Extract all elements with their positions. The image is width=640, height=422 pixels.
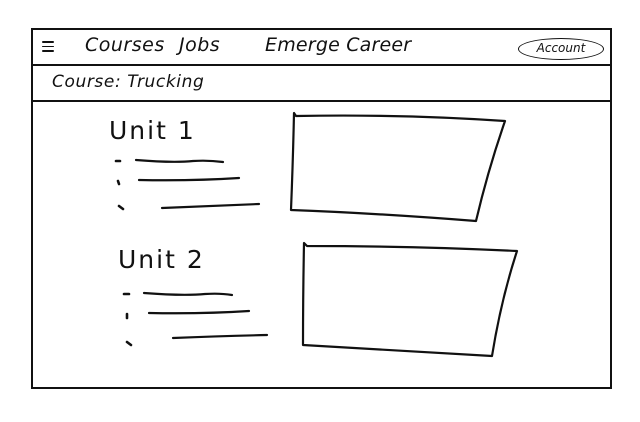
- brand-logo-text: Emerge Career: [265, 34, 412, 56]
- course-title: Course: Trucking: [52, 72, 205, 92]
- lesson-placeholder-line: [147, 309, 251, 315]
- unit-2-media-placeholder[interactable]: [301, 241, 519, 358]
- app-window: Courses Jobs Emerge Career Account Cours…: [31, 28, 612, 389]
- lesson-placeholder-line: [134, 158, 225, 164]
- course-header-bar: Course: Trucking: [33, 66, 610, 102]
- lesson-placeholder-line: [160, 202, 261, 210]
- unit-1-media-placeholder[interactable]: [289, 111, 507, 223]
- unit-2-lesson-item[interactable]: [122, 291, 234, 297]
- list-bullet-icon: [116, 179, 121, 186]
- lesson-placeholder-line: [142, 291, 234, 297]
- unit-2-title: Unit 2: [118, 245, 205, 274]
- account-button[interactable]: Account: [518, 38, 604, 60]
- nav-link-jobs[interactable]: Jobs: [179, 34, 221, 56]
- top-navigation-bar: Courses Jobs Emerge Career Account: [33, 30, 610, 66]
- unit-1-lesson-item[interactable]: [117, 202, 261, 211]
- list-bullet-icon: [117, 204, 125, 211]
- hamburger-menu-icon[interactable]: [42, 41, 54, 53]
- lesson-placeholder-line: [171, 333, 269, 340]
- lesson-placeholder-line: [137, 176, 241, 182]
- unit-2-lesson-item[interactable]: [125, 333, 269, 347]
- list-bullet-icon: [125, 340, 133, 347]
- unit-1-lesson-item[interactable]: [116, 176, 241, 186]
- unit-1-title: Unit 1: [109, 116, 196, 145]
- unit-1-lesson-item[interactable]: [114, 158, 225, 164]
- nav-link-courses[interactable]: Courses: [85, 34, 165, 56]
- unit-2-lesson-item[interactable]: [125, 309, 251, 320]
